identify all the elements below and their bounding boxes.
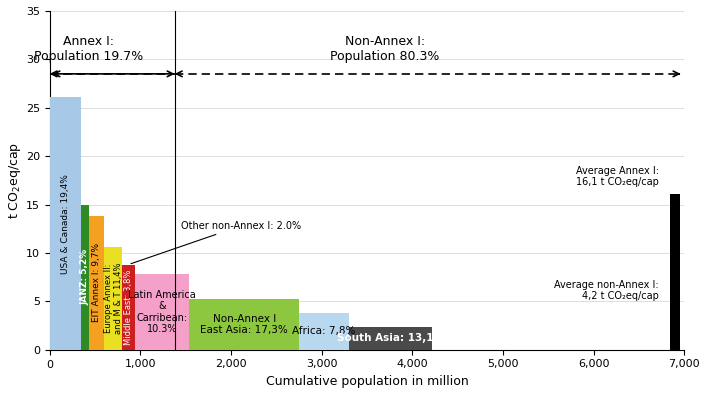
Text: Other non-Annex I: 2.0%: Other non-Annex I: 2.0% — [131, 221, 301, 264]
Bar — [104, 247, 122, 350]
Bar — [134, 274, 189, 350]
Bar — [122, 265, 134, 350]
Y-axis label: t CO$_2$eq/cap: t CO$_2$eq/cap — [7, 142, 23, 219]
Text: Average Annex I:
16,1 t CO₂eq/cap: Average Annex I: 16,1 t CO₂eq/cap — [576, 166, 659, 187]
Bar — [349, 327, 432, 350]
Bar — [49, 97, 81, 350]
Text: EIT Annex I: 9,7%: EIT Annex I: 9,7% — [92, 243, 101, 322]
Bar — [122, 265, 134, 350]
Text: Latin America
&
Carribean:
10.3%: Latin America & Carribean: 10.3% — [128, 290, 196, 335]
Bar — [89, 216, 104, 350]
Text: Africa: 7,8%: Africa: 7,8% — [292, 326, 356, 337]
Text: JANZ: 5,2%: JANZ: 5,2% — [80, 249, 89, 305]
Bar — [670, 309, 679, 350]
Bar — [670, 194, 679, 350]
Bar — [299, 313, 349, 350]
Text: Non-Annex I
East Asia: 17,3%: Non-Annex I East Asia: 17,3% — [200, 314, 288, 335]
X-axis label: Cumulative population in million: Cumulative population in million — [266, 375, 468, 388]
Text: Non-Annex I:
Population 80.3%: Non-Annex I: Population 80.3% — [330, 35, 440, 63]
Text: Annex I:
Population 19.7%: Annex I: Population 19.7% — [34, 35, 144, 63]
Text: Middle East: 3,8%: Middle East: 3,8% — [124, 269, 133, 345]
Bar — [189, 299, 299, 350]
Text: USA & Canada: 19,4%: USA & Canada: 19,4% — [61, 174, 69, 274]
Text: Europe Annex II:
and M & T 11,4%: Europe Annex II: and M & T 11,4% — [103, 263, 123, 334]
Text: Average non-Annex I:
4,2 t CO₂eq/cap: Average non-Annex I: 4,2 t CO₂eq/cap — [554, 280, 659, 301]
Bar — [81, 205, 89, 350]
Text: South Asia: 13,1%: South Asia: 13,1% — [337, 333, 444, 343]
